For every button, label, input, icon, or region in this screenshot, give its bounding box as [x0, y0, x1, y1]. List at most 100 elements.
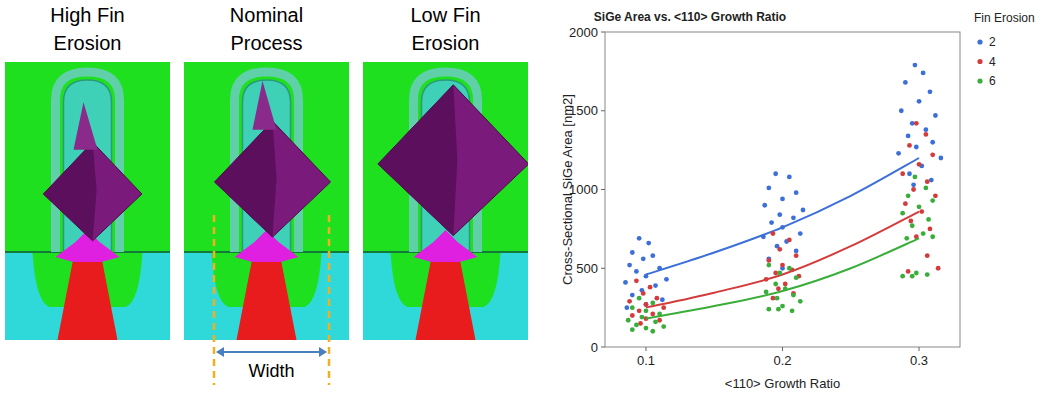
y-tick-label: 2000 [569, 25, 598, 40]
point [769, 220, 774, 225]
point [660, 297, 665, 302]
point [626, 318, 631, 323]
width-arrow [217, 351, 326, 353]
point [899, 108, 904, 113]
point [925, 272, 930, 277]
point [903, 80, 908, 85]
point [928, 226, 933, 231]
point [933, 193, 938, 198]
point [930, 234, 935, 239]
point [917, 204, 922, 209]
point [777, 247, 782, 252]
point [911, 182, 916, 187]
point [764, 289, 769, 294]
point [762, 203, 767, 208]
point [906, 134, 911, 139]
point [919, 209, 924, 214]
point [906, 193, 911, 198]
fit-line [646, 238, 919, 318]
point [775, 296, 780, 301]
point [933, 113, 938, 118]
point [896, 151, 901, 156]
y-tick-label: 500 [576, 261, 598, 276]
point [771, 231, 776, 236]
point [657, 318, 662, 323]
point [908, 219, 913, 224]
x-tick-label: 0.3 [910, 353, 928, 368]
fit-line [646, 212, 919, 308]
legend-marker [977, 39, 982, 44]
point [923, 127, 928, 132]
legend-label: 4 [989, 55, 996, 69]
legend-label: 6 [989, 74, 996, 88]
figure: High FinErosionNominalProcessWidthLow Fi… [0, 0, 1053, 398]
point [787, 266, 792, 271]
x-tick [645, 347, 646, 351]
point [791, 215, 796, 220]
y-tick [601, 110, 605, 111]
epi-face [378, 85, 457, 236]
point [650, 301, 655, 306]
point [911, 187, 916, 192]
point [650, 312, 655, 317]
point [921, 231, 926, 236]
point [913, 175, 918, 180]
point [644, 326, 649, 331]
point [664, 277, 669, 282]
point [790, 308, 795, 313]
point [794, 190, 799, 195]
point [634, 278, 639, 283]
point [798, 231, 803, 236]
sige-seed [414, 230, 478, 262]
point [907, 171, 912, 176]
gate-region [5, 62, 170, 340]
point [780, 263, 785, 268]
point [923, 132, 928, 137]
y-tick [601, 347, 605, 348]
point [914, 271, 919, 276]
point [794, 275, 799, 280]
arrow-head [319, 347, 327, 357]
point [653, 283, 658, 288]
gate-region [363, 62, 528, 340]
panel-title: Low Fin [410, 4, 480, 26]
point [917, 99, 922, 104]
point [777, 271, 782, 276]
point [766, 307, 771, 312]
y-axis-label: Cross-Sectional SiGe Area [nm2] [560, 94, 575, 285]
y-tick-label: 0 [591, 340, 598, 355]
series [623, 63, 943, 310]
point [801, 208, 806, 213]
point [646, 241, 651, 246]
point [921, 71, 926, 76]
x-tick-label: 0.1 [637, 353, 655, 368]
point [641, 256, 646, 261]
point [910, 274, 915, 279]
point [634, 269, 639, 274]
legend: Fin Erosion 2 4 6 [974, 11, 1035, 88]
point [923, 186, 928, 191]
legend-label: 2 [989, 35, 996, 49]
point [914, 145, 919, 150]
x-tick [919, 347, 920, 351]
panel-body [5, 62, 170, 340]
point [914, 121, 919, 126]
chart-title: SiGe Area vs. <110> Growth Ratio [594, 10, 786, 24]
legend-title: Fin Erosion [974, 11, 1035, 25]
point [777, 212, 782, 217]
plot-marks [623, 63, 943, 334]
series [626, 175, 935, 334]
point [794, 253, 799, 258]
panel-title: Process [230, 32, 302, 54]
point [634, 323, 639, 328]
legend-marker [977, 59, 982, 64]
panel-body [363, 62, 528, 340]
point [766, 186, 771, 191]
epi-face [43, 142, 96, 241]
point [630, 305, 635, 310]
point [780, 197, 785, 202]
point [925, 253, 930, 258]
point [627, 299, 632, 304]
point [654, 296, 659, 301]
panel-body [184, 62, 349, 340]
